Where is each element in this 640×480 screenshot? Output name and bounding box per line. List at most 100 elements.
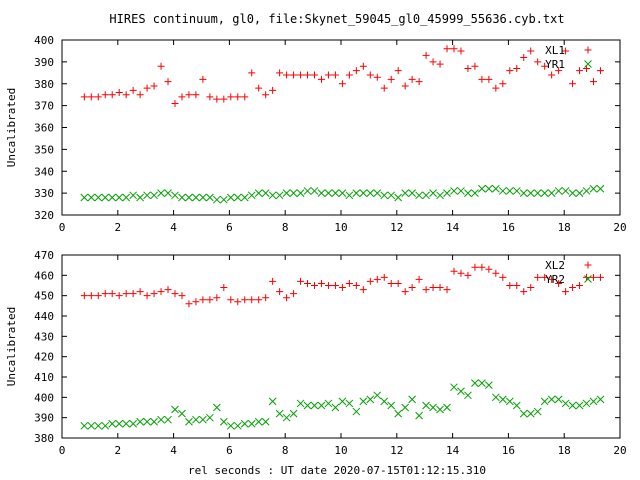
- bottom-xl2-point: [464, 271, 472, 279]
- top-yr1-point: [471, 189, 479, 197]
- top-yr1-point: [505, 187, 514, 195]
- bottom-xl2-point: [136, 288, 144, 296]
- bottom-xl2-point: [478, 263, 486, 271]
- top-yr1-point: [101, 193, 110, 202]
- top-yr1-point: [108, 193, 117, 202]
- top-xl1-point: [352, 67, 360, 75]
- bottom-yr2-point: [115, 419, 124, 428]
- bottom-xl2-point: [304, 279, 312, 287]
- top-xl1-point: [359, 62, 367, 70]
- top-xl1-point: [387, 75, 395, 83]
- bottom-yr2-point: [540, 397, 549, 406]
- top-y-tick-label: 320: [34, 209, 54, 222]
- bottom-xl2-point: [269, 277, 277, 285]
- top-yr1-point: [443, 189, 451, 197]
- top-yr1-point: [478, 184, 486, 193]
- bottom-xl2-point: [457, 269, 465, 277]
- bottom-x-tick-label: 0: [59, 444, 66, 457]
- bottom-xl2-point: [415, 275, 423, 283]
- bottom-yr2-point: [338, 397, 347, 406]
- bottom-xl2-point: [255, 296, 263, 304]
- bottom-x-tick-label: 2: [114, 444, 121, 457]
- bottom-xl2-point: [373, 275, 381, 283]
- top-yr1-point: [212, 195, 221, 204]
- bottom-xl2-point: [366, 277, 374, 285]
- bottom-xl2-point: [471, 263, 479, 271]
- top-yr1-point: [387, 191, 396, 200]
- bottom-xl2-point: [324, 282, 332, 289]
- bottom-x-tick-label: 20: [613, 444, 626, 457]
- bottom-xl2-point: [115, 292, 123, 300]
- bottom-yr2-point: [219, 417, 228, 426]
- bottom-yr2-point: [366, 395, 375, 404]
- top-xl1-point: [429, 58, 437, 66]
- bottom-yr2-point: [143, 417, 151, 426]
- bottom-yr2-point: [282, 413, 291, 422]
- top-yr1-point: [247, 191, 256, 200]
- top-xl1-point: [143, 84, 151, 92]
- bottom-yr2-point: [408, 395, 416, 404]
- top-xl1-point: [101, 91, 109, 99]
- top-xl1-point: [527, 47, 535, 55]
- top-legend-yr1-marker: [584, 60, 592, 68]
- bottom-x-tick-label: 6: [226, 444, 233, 457]
- bottom-xl2-point: [122, 290, 130, 298]
- top-yr1-point: [226, 193, 235, 202]
- top-x-tick-label: 8: [282, 221, 289, 234]
- bottom-yr2-point: [345, 399, 354, 408]
- bottom-yr2-point: [505, 397, 514, 406]
- top-x-tick-label: 2: [114, 221, 121, 234]
- top-yr1-point: [129, 191, 137, 200]
- bottom-yr2-point: [108, 419, 117, 428]
- top-xl1-point: [241, 93, 249, 101]
- top-xl1-point: [220, 95, 228, 103]
- top-yr1-point: [359, 189, 368, 197]
- bottom-xl2-point: [87, 292, 95, 300]
- top-x-tick-label: 12: [390, 221, 403, 234]
- top-yr1-point: [261, 189, 270, 197]
- bottom-yr2-point: [324, 399, 333, 408]
- bottom-yr2-point: [387, 401, 396, 410]
- bottom-y-axis-label: Uncalibrated: [5, 307, 18, 386]
- top-yr1-point: [540, 189, 549, 197]
- top-xl1-point: [534, 58, 542, 66]
- top-yr1-point: [296, 189, 305, 197]
- top-xl1-point: [562, 47, 570, 55]
- top-legend-xl1-marker: [584, 46, 592, 54]
- top-xl1-point: [457, 47, 465, 55]
- bottom-yr2-point: [254, 417, 263, 426]
- top-legend-yr1-label: YR1: [545, 58, 565, 71]
- top-yr1-point: [254, 189, 263, 197]
- top-xl1-point: [485, 75, 493, 83]
- bottom-yr2-point: [240, 419, 249, 428]
- bottom-yr2-point: [247, 419, 256, 428]
- top-xl1-point: [199, 75, 207, 83]
- top-yr1-point: [415, 191, 423, 200]
- top-yr1-point: [282, 189, 291, 197]
- bottom-yr2-point: [596, 395, 605, 404]
- bottom-yr2-point: [317, 401, 326, 410]
- bottom-yr2-point: [464, 391, 472, 400]
- top-xl1-point: [436, 60, 444, 68]
- top-yr1-point: [164, 189, 172, 197]
- bottom-xl2-point: [513, 282, 521, 289]
- bottom-y-tick-label: 390: [34, 412, 54, 425]
- bottom-yr2-point: [485, 381, 493, 389]
- bottom-xl2-point: [262, 294, 270, 302]
- top-yr1-point: [485, 184, 493, 193]
- top-xl1-point: [178, 93, 186, 101]
- top-xl1-point: [171, 99, 179, 107]
- top-yr1-point: [338, 189, 347, 197]
- bottom-yr2-point: [491, 393, 500, 402]
- top-xl1-point: [464, 64, 472, 72]
- bottom-xl2-point: [101, 290, 109, 298]
- bottom-yr2-point: [450, 383, 458, 392]
- top-x-tick-label: 10: [334, 221, 347, 234]
- top-yr1-point: [596, 184, 605, 193]
- top-yr1-point: [526, 189, 535, 197]
- top-yr1-point: [436, 191, 444, 200]
- bottom-yr2-point: [519, 409, 528, 418]
- top-xl1-point: [213, 95, 221, 103]
- bottom-xl2-point: [436, 284, 444, 292]
